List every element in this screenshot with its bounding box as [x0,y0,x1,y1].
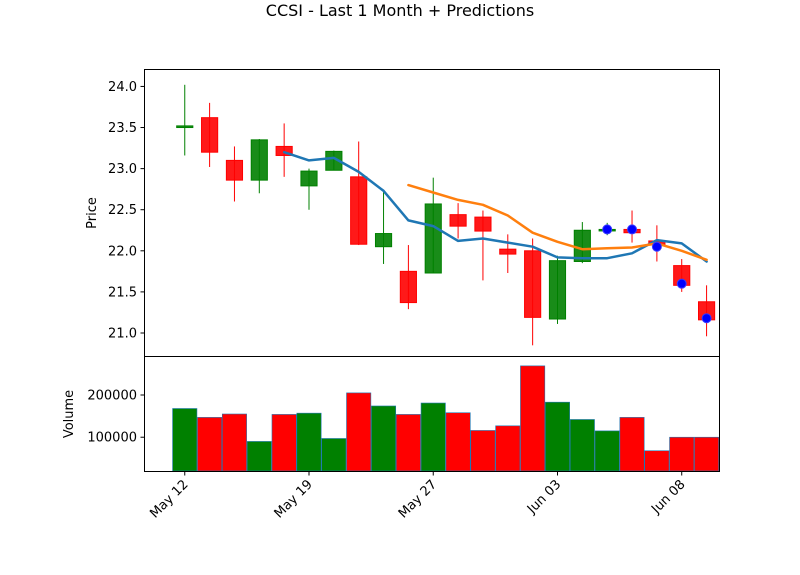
prediction-point [701,313,712,324]
x-tick-label: May 27 [396,477,440,521]
candle-body [548,260,567,320]
volume-bar [445,412,471,472]
candle-body [449,214,467,227]
candle-body [201,117,219,153]
price-tick-label: 22.0 [108,244,137,259]
volume-bar [395,414,421,472]
price-tick-label: 21.0 [108,326,137,341]
candle-body [424,203,442,274]
price-y-ticks: 21.0 21.5 22.0 22.5 23.0 23.5 24.0 [108,80,145,341]
volume-marks [172,365,720,472]
candle-body [524,250,542,318]
price-panel: 21.0 21.5 22.0 22.5 23.0 23.5 24.0 Price [85,69,720,357]
volume-bar [545,401,570,472]
candle-body [250,139,268,181]
price-tick-label: 24.0 [108,80,137,95]
price-marks [176,84,716,346]
volume-bar [296,412,322,472]
volume-tick-label: 200000 [87,389,137,404]
prediction-point [676,278,687,289]
candle-body [374,233,393,248]
chart-title: CCSI - Last 1 Month + Predictions [266,1,534,20]
x-tick-label: Jun 03 [524,477,564,517]
x-tick-label: May 19 [272,477,316,521]
volume-bar [495,425,521,472]
volume-tick-label: 100000 [87,431,137,446]
price-axis-label: Price [85,197,100,229]
volume-panel-frame [144,356,720,472]
candle-body [225,159,244,181]
volume-bar [470,430,496,472]
prediction-point [627,224,638,235]
volume-bar [520,365,546,472]
volume-bar [669,436,695,472]
price-tick-label: 23.5 [108,121,137,136]
volume-bar [172,408,198,472]
volume-bar [420,402,446,472]
x-tick-label: May 12 [147,477,191,521]
volume-bar [694,436,720,472]
candle-body [300,170,318,187]
x-tick-label: Jun 08 [648,477,688,517]
volume-bar [346,392,372,472]
candle-body [474,216,492,232]
volume-bar [197,417,223,472]
price-tick-label: 23.0 [108,162,137,177]
volume-bar [221,413,247,472]
candle-body [399,270,417,304]
volume-bar [644,450,670,472]
volume-panel: 100000 200000 Volume [62,356,720,472]
price-tick-label: 21.5 [108,285,137,300]
candle-body [325,150,343,171]
volume-bar [371,405,397,472]
candle-body [350,176,368,245]
candle-body [176,125,194,129]
volume-bar [594,430,620,472]
price-tick-label: 22.5 [108,203,137,218]
volume-bar [619,417,645,472]
volume-bar [321,438,347,472]
volume-bar [246,441,272,472]
prediction-point [651,241,662,252]
volume-bar [271,414,297,472]
volume-axis-label: Volume [62,390,77,438]
volume-bar [569,419,595,472]
x-ticks: May 12 May 19 May 27 Jun 03 Jun 08 [147,471,689,521]
moving-average-line-1 [282,150,708,263]
candle-body [499,248,517,255]
volume-y-ticks: 100000 200000 [87,389,145,446]
prediction-point [602,224,613,235]
